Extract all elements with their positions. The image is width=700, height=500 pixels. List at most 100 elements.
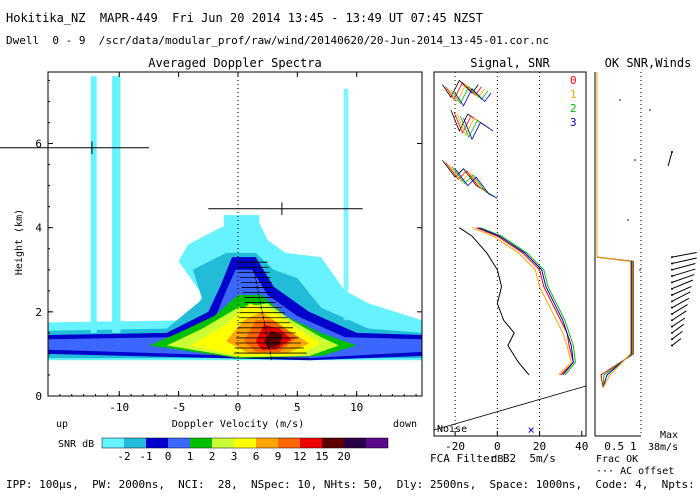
max-label: Max xyxy=(660,430,678,441)
wind-vector-origin xyxy=(671,256,673,259)
colorbar-cell xyxy=(102,438,124,448)
y-tick-label: 0 xyxy=(35,390,42,403)
snr-upper-trace xyxy=(451,86,489,105)
wind-vector xyxy=(671,317,686,327)
colorbar-tick-label: 1 xyxy=(187,450,194,463)
colorbar-cell xyxy=(212,438,234,448)
wind-vector xyxy=(667,151,673,167)
colorbar-tick-label: 15 xyxy=(315,450,328,463)
x-tick-label: 5 xyxy=(294,401,301,414)
beam-label-0: 0 xyxy=(570,74,577,87)
colorbar-tick-label: 3 xyxy=(231,450,238,463)
colorbar-cell xyxy=(366,438,388,448)
colorbar-cell xyxy=(278,438,300,448)
snr-contour-10 xyxy=(264,330,284,348)
wind-vector xyxy=(671,257,697,264)
ok-x-tick-label: 0.5 xyxy=(604,440,624,453)
colorbar-tick-label: 9 xyxy=(275,450,282,463)
wind-vector xyxy=(671,285,692,296)
wind-vector-origin xyxy=(671,150,673,153)
colorbar-cell xyxy=(256,438,278,448)
colorbar-cell xyxy=(124,438,146,448)
snr-series-Signal xyxy=(459,227,530,376)
frac-ok-curve xyxy=(596,72,633,388)
snr-upper-trace xyxy=(454,168,498,199)
ac-offset-dot xyxy=(649,109,651,111)
snr-frame xyxy=(433,71,587,437)
snr-upper-trace xyxy=(454,88,492,107)
frac-ok-curve xyxy=(596,72,631,388)
colorbar-cell xyxy=(344,438,366,448)
wind-vector xyxy=(671,304,688,315)
clutter-stripe-0 xyxy=(90,76,97,333)
snr-x-tick-label: 40 xyxy=(575,440,588,453)
snr-upper-trace xyxy=(445,81,482,101)
wind-vector-origin xyxy=(671,294,673,297)
snr-x-tick-label: 0 xyxy=(494,440,501,453)
wind-vector-origin xyxy=(671,319,673,322)
colorbar-tick-label: -2 xyxy=(117,450,130,463)
wind-vector xyxy=(671,274,695,283)
colorbar-tick-label: -1 xyxy=(139,450,152,463)
snr-upper-trace xyxy=(450,109,481,132)
colorbar-tick-label: 0 xyxy=(165,450,172,463)
colorbar-tick-label: 12 xyxy=(293,450,306,463)
spectra-title: Averaged Doppler Spectra xyxy=(148,56,321,70)
snr-title: Signal, SNR xyxy=(470,56,550,70)
clutter-stripe-2 xyxy=(343,88,349,321)
snr-upper-trace xyxy=(448,83,485,103)
frac-ok-curve xyxy=(596,72,632,388)
x-tick-label: 0 xyxy=(235,401,242,414)
x-axis-label: Doppler Velocity (m/s) xyxy=(172,419,304,430)
ac-offset-label: ··· AC offset xyxy=(596,466,674,477)
colorbar-cell xyxy=(190,438,212,448)
wind-vector-origin xyxy=(671,344,673,347)
wind-vector-origin xyxy=(671,287,673,290)
wind-vector xyxy=(671,323,684,334)
x-tick-label: -10 xyxy=(109,401,129,414)
snr-series-1 xyxy=(471,227,572,376)
snr-series-2 xyxy=(480,227,576,376)
colorbar-cell xyxy=(146,438,168,448)
ac-offset-dot xyxy=(619,99,621,101)
beam-label-3: 3 xyxy=(570,116,577,129)
wind-vector xyxy=(671,251,697,258)
colorbar-tick-label: 20 xyxy=(337,450,350,463)
colorbar-cell xyxy=(234,438,256,448)
wind-vector-origin xyxy=(671,338,673,341)
wind-vector xyxy=(671,291,691,302)
up-label: up xyxy=(56,419,68,430)
wind-vector-origin xyxy=(671,268,673,271)
wind-vector-origin xyxy=(671,306,673,309)
footer-parameters: IPP: 100µs, PW: 2000ns, NCI: 28, NSpec: … xyxy=(6,478,700,491)
wind-vector-origin xyxy=(671,275,673,278)
wind-vector-origin xyxy=(671,281,673,284)
spectra-frame xyxy=(47,71,423,397)
wind-vector xyxy=(671,268,696,277)
doppler-spectra-panel: -10 -5 0 5 10 0 2 4 6 Averaged Doppler Spectra Dop… xyxy=(0,56,423,430)
ac-offset-dot xyxy=(634,159,636,161)
colorbar-cell xyxy=(322,438,344,448)
beam-label-2: 2 xyxy=(570,102,577,115)
y-axis-label: Height (km) xyxy=(14,209,25,275)
wind-vector xyxy=(671,310,687,321)
x-tick-label: -5 xyxy=(172,401,185,414)
wind-vector xyxy=(671,338,682,346)
wind-vector-origin xyxy=(671,300,673,303)
header-subtitle: Dwell 0 - 9 /scr/data/modular_prof/raw/w… xyxy=(6,34,550,47)
noise-marker: × xyxy=(527,423,534,437)
wind-vector-origin xyxy=(671,325,673,328)
wind-vector-origin xyxy=(671,331,673,334)
wind-vector xyxy=(671,263,696,271)
snr-x-tick-label: 20 xyxy=(533,440,546,453)
noise-line xyxy=(433,385,587,431)
max-value: 38m/s xyxy=(648,442,678,453)
colorbar-label: SNR dB xyxy=(58,439,94,450)
clutter-stripe-1 xyxy=(112,76,121,333)
snr-upper-trace xyxy=(463,118,494,141)
x-tick-label: 10 xyxy=(350,401,363,414)
